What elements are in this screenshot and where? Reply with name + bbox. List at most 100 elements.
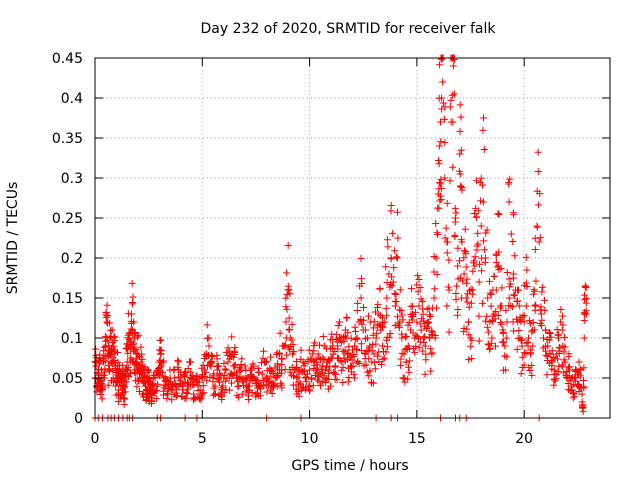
data-point — [454, 262, 462, 270]
data-point — [102, 357, 110, 365]
data-point — [366, 367, 374, 375]
data-point — [436, 179, 444, 187]
data-point — [333, 376, 341, 384]
data-point — [386, 330, 394, 338]
data-point — [515, 286, 523, 294]
data-point — [443, 199, 451, 207]
data-point — [280, 342, 288, 350]
data-point — [523, 266, 531, 274]
data-point — [267, 353, 275, 361]
data-point — [282, 318, 290, 326]
data-point — [444, 283, 452, 291]
data-point — [340, 337, 348, 345]
data-point — [441, 139, 449, 147]
data-point — [388, 282, 396, 290]
data-point — [278, 381, 286, 389]
data-point — [174, 373, 182, 381]
data-point — [248, 389, 256, 397]
data-point — [477, 222, 485, 230]
data-point — [536, 190, 544, 198]
data-point — [104, 312, 112, 320]
data-point — [227, 379, 235, 387]
data-point — [344, 329, 352, 337]
data-point — [273, 373, 281, 381]
data-point — [286, 368, 294, 376]
data-point — [319, 333, 327, 341]
data-point — [463, 275, 471, 283]
data-point — [520, 361, 528, 369]
data-point — [200, 389, 208, 397]
data-point — [430, 294, 438, 302]
data-point — [153, 395, 161, 403]
data-point — [470, 257, 478, 265]
data-point — [580, 376, 588, 384]
data-point — [441, 234, 449, 242]
data-point — [468, 355, 476, 363]
data-point — [416, 284, 424, 292]
data-point — [522, 279, 530, 287]
data-point — [250, 362, 258, 370]
y-tick-label: 0.2 — [61, 251, 83, 267]
data-point — [515, 302, 523, 310]
data-point — [398, 330, 406, 338]
data-point — [418, 347, 426, 355]
data-point — [331, 370, 339, 378]
data-point — [98, 395, 106, 403]
data-point — [484, 328, 492, 336]
data-point — [465, 287, 473, 295]
data-point — [283, 305, 291, 313]
data-point — [364, 312, 372, 320]
data-point — [95, 365, 103, 373]
data-point — [307, 375, 315, 383]
data-point — [532, 277, 540, 285]
data-point — [382, 263, 390, 271]
data-point — [239, 376, 247, 384]
data-point — [445, 256, 453, 264]
data-point — [141, 378, 149, 386]
data-point — [179, 386, 187, 394]
data-point — [132, 345, 140, 353]
data-point — [559, 361, 567, 369]
data-point — [497, 265, 505, 273]
data-point — [113, 348, 121, 356]
data-point — [538, 288, 546, 296]
data-point — [353, 345, 361, 353]
data-point — [115, 398, 123, 406]
data-point — [160, 387, 168, 395]
data-point — [510, 211, 518, 219]
data-point — [506, 175, 514, 183]
data-point — [458, 186, 466, 194]
data-point — [498, 320, 506, 328]
data-point — [376, 284, 384, 292]
data-point — [423, 305, 431, 313]
data-point — [537, 310, 545, 318]
data-point — [554, 367, 562, 375]
data-point — [467, 342, 475, 350]
data-point — [255, 368, 263, 376]
data-point — [397, 307, 405, 315]
data-point — [269, 370, 277, 378]
data-point — [157, 336, 165, 344]
data-point — [130, 339, 138, 347]
data-point — [565, 385, 573, 393]
data-point — [582, 307, 590, 315]
data-point — [233, 369, 241, 377]
data-point — [393, 313, 401, 321]
data-point — [509, 274, 517, 282]
data-point — [108, 346, 116, 354]
data-point — [224, 358, 232, 366]
data-point — [297, 355, 305, 363]
data-point — [507, 230, 515, 238]
data-point — [134, 331, 142, 339]
data-point — [569, 389, 577, 397]
data-point — [124, 349, 132, 357]
data-point — [472, 213, 480, 221]
data-point — [456, 127, 464, 135]
data-point — [509, 238, 517, 246]
data-point — [156, 372, 164, 380]
data-point — [114, 390, 122, 398]
data-points — [91, 54, 590, 422]
data-point — [465, 303, 473, 311]
data-point — [520, 311, 528, 319]
data-point — [368, 347, 376, 355]
